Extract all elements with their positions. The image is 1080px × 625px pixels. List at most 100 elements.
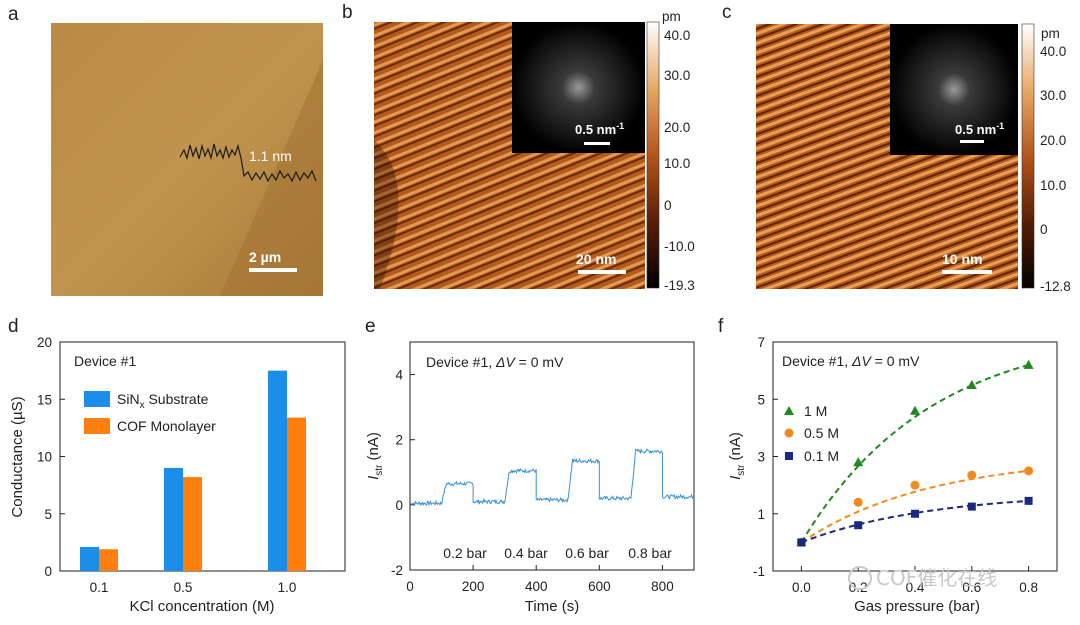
inset-scale-label-c: 0.5 nm-1 [955, 121, 1004, 137]
x-tick-label: 0 [406, 579, 414, 594]
panel-b: b 0.5 nm-1 20 nm pm 40.0 30.0 20.0 10.0 0 -10… [342, 2, 695, 293]
legend-swatch-sinx [84, 391, 110, 407]
colorbar-ticks-c: 40.0 30.0 20.0 10.0 0 -12.8 [1040, 44, 1071, 294]
pressure-annotation: 0.6 bar [565, 545, 609, 561]
colorbar-tick-label: 10.0 [664, 156, 690, 171]
y-tick-label: 15 [37, 392, 52, 407]
panel-c: c 0.5 nm-1 10 nm pm 40.0 30.0 20.0 10.0 0 -12… [722, 2, 1071, 294]
afm-step-region [220, 60, 323, 296]
colorbar-tick-label: -19.3 [664, 278, 695, 293]
colorbar-unit-c: pm [1041, 26, 1060, 41]
data-point-0-5m [910, 480, 920, 490]
colorbar-b [646, 21, 660, 289]
x-tick-label: 0.4 [906, 580, 925, 595]
data-point-1m [966, 379, 977, 389]
scalebar-a [249, 268, 297, 272]
pressure-annotation: 0.8 bar [628, 545, 672, 561]
y-tick-label: 0 [44, 564, 52, 579]
data-point-1m [1023, 359, 1034, 369]
y-tick-label: 2 [395, 433, 403, 448]
data-point-0-1m [967, 502, 976, 511]
y-tick-label: 3 [757, 450, 765, 465]
panel-a: a 1.1 nm 2 µm [8, 4, 323, 296]
x-axis-label: KCl concentration (M) [129, 598, 274, 615]
scalebar-label-c: 10 nm [942, 251, 982, 267]
current-trace [409, 447, 695, 507]
panel-letter-a: a [8, 4, 19, 25]
y-tick-label: -1 [753, 564, 765, 579]
scalebar-c [942, 270, 992, 274]
height-profile-line [179, 143, 317, 183]
colorbar-tick-label: 40.0 [1040, 44, 1066, 59]
x-tick-label: 0.6 [962, 580, 981, 595]
x-tick-label: 600 [588, 579, 611, 594]
panel-d: d 0 5 10 15 20 0.1 0.5 1.0 KCl concentration (M)… [8, 316, 346, 615]
data-point-1m [910, 405, 920, 415]
legend-label: 1 M [804, 403, 827, 419]
bar-sinx [80, 546, 99, 571]
y-axis-label: Conductance (µS) [9, 396, 26, 517]
bar-cof [183, 477, 202, 571]
x-tick-label: 400 [525, 579, 548, 594]
bar-sinx [268, 370, 287, 571]
bar-cof [287, 417, 306, 571]
chart-title: Device #1, ΔV = 0 mV [782, 353, 920, 369]
fft-inset-b [512, 22, 645, 153]
x-axis-label: Gas pressure (bar) [854, 598, 980, 615]
scalebar-label-a: 2 µm [249, 249, 281, 265]
panel-letter-c: c [722, 2, 732, 23]
dark-region-b [374, 140, 399, 289]
y-tick-label: 5 [757, 392, 765, 407]
wechat-icon [848, 566, 872, 590]
x-tick-label: 0.5 [174, 580, 193, 595]
y-axis-label: Istr (nA) [727, 432, 747, 480]
y-tick-label: -2 [391, 563, 403, 578]
chart-title: Device #1, ΔV = 0 mV [426, 354, 564, 370]
x-tick-label: 0.8 [1019, 580, 1038, 595]
data-point-0-5m [853, 497, 863, 507]
fit-line-2 [801, 499, 1029, 544]
colorbar-tick-label: -12.8 [1040, 279, 1071, 294]
legend-marker-0-5m [784, 428, 794, 438]
inset-scalebar-c [960, 140, 984, 143]
pressure-annotation: 0.2 bar [443, 545, 487, 561]
colorbar-tick-label: 30.0 [1040, 88, 1066, 103]
bar-sinx [164, 467, 183, 571]
chart-title: Device #1 [74, 353, 136, 369]
y-tick-label: 7 [757, 335, 765, 350]
x-tick-label: 0.2 [849, 580, 868, 595]
inset-scalebar-b [584, 142, 610, 145]
x-tick-label: 200 [462, 579, 485, 594]
legend-label-cof: COF Monolayer [117, 418, 216, 434]
data-point-0-1m [854, 521, 863, 530]
x-tick-label: 0.0 [792, 580, 811, 595]
fit-line-1 [800, 469, 1029, 544]
data-point-0-1m [797, 538, 806, 547]
fft-inset-c [890, 24, 1018, 155]
data-point-0-5m [1024, 466, 1034, 476]
x-axis-label: Time (s) [525, 598, 579, 615]
y-axis-label: Istr (nA) [365, 432, 385, 480]
pressure-annotation: 0.4 bar [504, 545, 548, 561]
colorbar-tick-label: 20.0 [1040, 133, 1066, 148]
data-point-0-1m [911, 509, 919, 518]
panel-letter-e: e [365, 316, 376, 337]
colorbar-unit-b: pm [662, 9, 681, 24]
data-point-1m [853, 457, 864, 467]
colorbar-tick-label: 10.0 [1040, 178, 1066, 193]
colorbar-tick-label: 0 [664, 198, 672, 213]
bar-cof [99, 549, 118, 571]
y-tick-label: 0 [395, 498, 403, 513]
legend-label: 0.1 M [804, 448, 839, 464]
legend-label-sinx: SiNx Substrate [117, 391, 209, 411]
x-tick-label: 1.0 [278, 580, 297, 595]
legend-marker-0-1m [785, 452, 793, 460]
legend-label: 0.5 M [804, 425, 839, 441]
inset-scale-label-b: 0.5 nm-1 [575, 121, 624, 137]
panel-letter-f: f [718, 316, 724, 337]
height-label: 1.1 nm [249, 148, 292, 164]
watermark: COF催化在线 [848, 566, 997, 590]
panel-letter-d: d [8, 316, 19, 337]
x-tick-label: 800 [651, 579, 674, 594]
